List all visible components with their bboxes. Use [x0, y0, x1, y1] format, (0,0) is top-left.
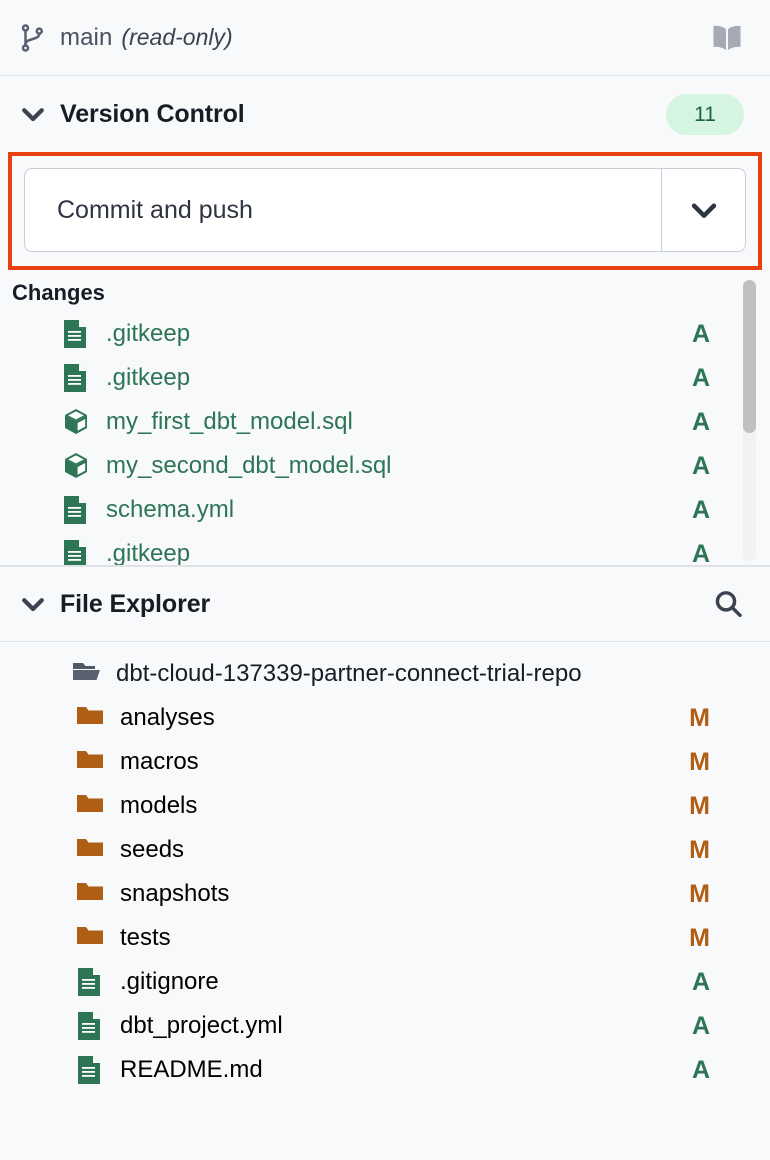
- list-item[interactable]: my_first_dbt_model.sql A: [0, 400, 770, 444]
- status-badge: A: [691, 1055, 710, 1084]
- status-badge: M: [689, 923, 710, 952]
- commit-and-push-button-group[interactable]: Commit and push: [24, 168, 746, 252]
- folder-icon: [76, 791, 103, 821]
- read-only-label: (read-only): [121, 24, 233, 50]
- list-item[interactable]: macros M: [0, 740, 770, 784]
- tree-root-item[interactable]: dbt-cloud-137339-partner-connect-trial-r…: [0, 652, 770, 696]
- list-item-label: tests: [120, 924, 171, 951]
- list-item-label: my_second_dbt_model.sql: [106, 452, 392, 479]
- status-badge: A: [691, 1011, 710, 1040]
- status-badge: A: [691, 967, 710, 996]
- list-item-label: schema.yml: [106, 496, 235, 523]
- folder-icon: [76, 879, 103, 909]
- status-badge: A: [691, 319, 710, 348]
- commit-and-push-highlight: Commit and push: [8, 152, 762, 270]
- file-icon: [62, 319, 88, 349]
- folder-icon: [76, 923, 103, 953]
- folder-icon: [76, 835, 103, 865]
- file-explorer-title: File Explorer: [60, 589, 211, 618]
- commit-and-push-button[interactable]: Commit and push: [57, 195, 253, 224]
- changes-scrollbar-thumb[interactable]: [743, 280, 756, 433]
- list-item[interactable]: .gitkeep A: [0, 312, 770, 356]
- list-item-label: seeds: [120, 836, 185, 863]
- status-badge: M: [689, 703, 710, 732]
- list-item[interactable]: analyses M: [0, 696, 770, 740]
- list-item-label: README.md: [120, 1056, 263, 1083]
- status-badge: A: [691, 451, 710, 480]
- list-item-label: .gitkeep: [106, 540, 191, 566]
- chevron-down-icon[interactable]: [18, 99, 48, 129]
- status-badge: M: [689, 879, 710, 908]
- list-item-label: models: [120, 792, 198, 819]
- status-badge: A: [691, 407, 710, 436]
- version-control-title: Version Control: [60, 99, 245, 128]
- changes-list: .gitkeep A .gitkeep A: [0, 312, 770, 566]
- branch-bar: main (read-only): [0, 0, 770, 76]
- folder-icon: [76, 703, 103, 733]
- file-icon: [62, 539, 88, 565]
- file-icon: [62, 363, 88, 393]
- file-icon: [62, 495, 88, 525]
- list-item[interactable]: tests M: [0, 916, 770, 960]
- search-icon[interactable]: [712, 588, 744, 620]
- list-item-label: .gitkeep: [106, 320, 191, 347]
- list-item[interactable]: README.md A: [0, 1048, 770, 1092]
- list-item-label: .gitignore: [120, 968, 219, 995]
- branch-name: main: [60, 23, 113, 51]
- status-badge: M: [689, 747, 710, 776]
- list-item-label: my_first_dbt_model.sql: [106, 408, 353, 435]
- list-item[interactable]: .gitignore A: [0, 960, 770, 1004]
- status-badge: A: [691, 495, 710, 524]
- status-badge: M: [689, 835, 710, 864]
- list-item-label: analyses: [120, 704, 215, 731]
- list-item[interactable]: .gitkeep A: [0, 532, 770, 566]
- cube-icon: [62, 407, 88, 437]
- list-item[interactable]: models M: [0, 784, 770, 828]
- file-explorer-section-header[interactable]: File Explorer: [0, 566, 770, 642]
- chevron-down-icon: [691, 203, 716, 218]
- changes-title: Changes: [12, 280, 105, 305]
- list-item[interactable]: seeds M: [0, 828, 770, 872]
- version-control-count-badge: 11: [666, 93, 744, 135]
- list-item[interactable]: dbt_project.yml A: [0, 1004, 770, 1048]
- status-badge: A: [691, 539, 710, 566]
- tree-root-label: dbt-cloud-137339-partner-connect-trial-r…: [116, 660, 582, 687]
- changes-panel: Changes .gitkeep A: [0, 270, 770, 566]
- file-explorer-tree: dbt-cloud-137339-partner-connect-trial-r…: [0, 642, 770, 1092]
- cube-icon: [62, 451, 88, 481]
- list-item[interactable]: .gitkeep A: [0, 356, 770, 400]
- version-control-section-header[interactable]: Version Control 11: [0, 76, 770, 152]
- list-item[interactable]: snapshots M: [0, 872, 770, 916]
- git-branch-icon: [18, 23, 48, 53]
- status-badge: M: [689, 791, 710, 820]
- list-item-label: .gitkeep: [106, 364, 191, 391]
- list-item-label: macros: [120, 748, 199, 775]
- file-icon: [76, 1011, 102, 1041]
- status-badge: A: [691, 363, 710, 392]
- list-item-label: dbt_project.yml: [120, 1012, 283, 1039]
- list-item[interactable]: schema.yml A: [0, 488, 770, 532]
- open-folder-icon: [72, 659, 100, 689]
- file-icon: [76, 967, 102, 997]
- list-item-label: snapshots: [120, 880, 230, 907]
- book-icon[interactable]: [710, 23, 744, 53]
- chevron-down-icon[interactable]: [18, 589, 48, 619]
- commit-options-dropdown-button[interactable]: [661, 169, 745, 251]
- list-item[interactable]: my_second_dbt_model.sql A: [0, 444, 770, 488]
- file-icon: [76, 1055, 102, 1085]
- folder-icon: [76, 747, 103, 777]
